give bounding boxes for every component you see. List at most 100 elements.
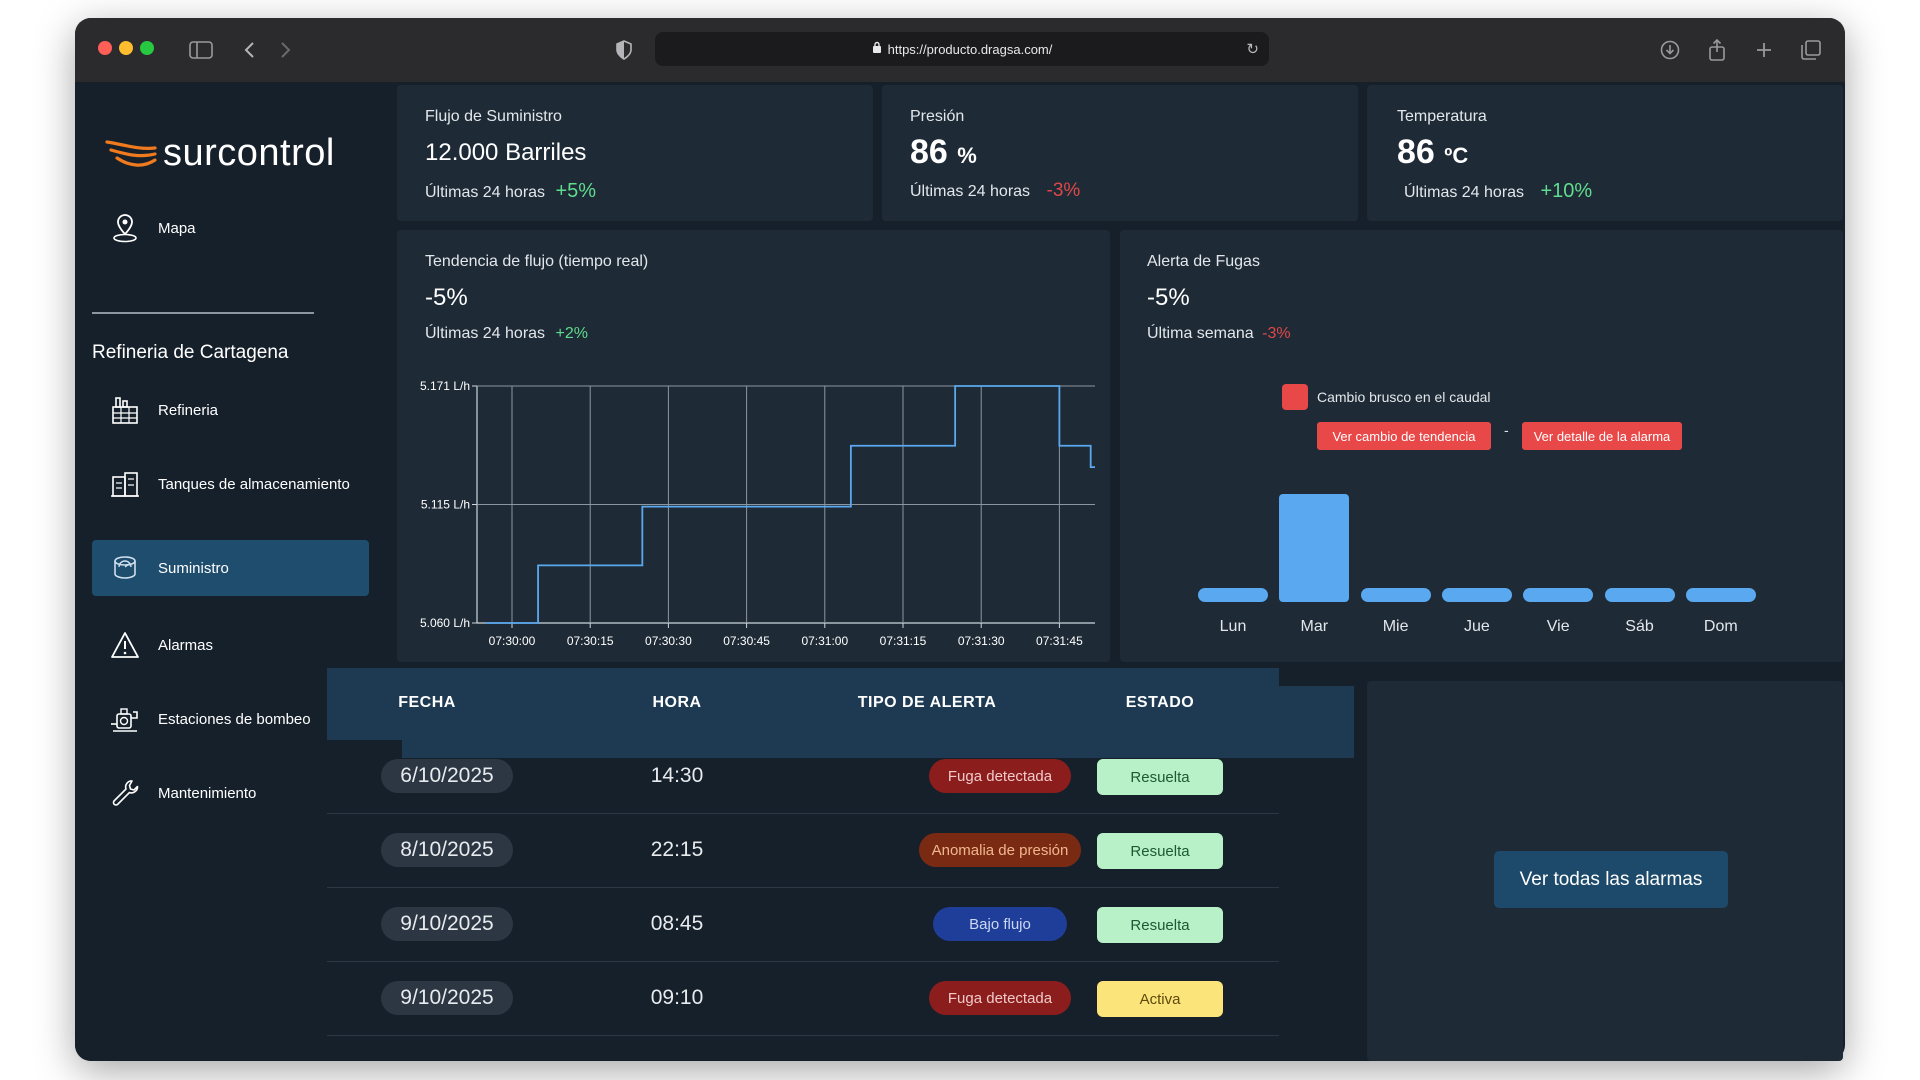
flow-trend-card: Tendencia de flujo (tiempo real) -5% Últ… <box>397 230 1110 662</box>
table-row[interactable]: 6/10/2025 14:30 Fuga detectada Resuelta <box>327 740 1279 814</box>
kpi-unit: ºC <box>1444 143 1469 168</box>
bar-vie[interactable] <box>1523 587 1594 602</box>
sidebar-item-mantenimiento[interactable]: Mantenimiento <box>92 765 369 821</box>
tank-icon <box>108 467 142 501</box>
sidebar-item-suministro[interactable]: Suministro <box>92 540 369 596</box>
kpi-value: 86 <box>910 133 948 171</box>
date-cell: 8/10/2025 <box>381 833 513 867</box>
status-badge: Resuelta <box>1097 833 1223 869</box>
alert-type-badge: Bajo flujo <box>933 907 1067 941</box>
y-tick-label: 5.171 L/h <box>420 379 470 393</box>
view-all-alarms-button[interactable]: Ver todas las alarmas <box>1494 851 1728 908</box>
trend-value: -5% <box>425 284 468 311</box>
alerts-table-header: FECHA HORA TIPO DE ALERTA ESTADO <box>327 668 1279 740</box>
kpi-change: -3% <box>1046 180 1081 201</box>
trend-period-row: Últimas 24 horas +2% <box>425 325 588 343</box>
sidebar-item-label: Suministro <box>158 559 229 577</box>
bar-lun[interactable] <box>1198 587 1268 602</box>
tabs-overview-icon[interactable] <box>1797 36 1825 64</box>
x-tick-label: 07:30:00 <box>489 634 536 648</box>
bar-mie[interactable] <box>1360 587 1431 602</box>
bar-dom[interactable] <box>1685 587 1756 602</box>
alert-type-badge: Fuga detectada <box>929 759 1071 793</box>
trend-change: +2% <box>555 325 588 342</box>
alert-type-badge: Anomalia de presión <box>919 833 1081 867</box>
x-tick-label: 07:31:30 <box>958 634 1005 648</box>
column-header-date: FECHA <box>398 694 456 711</box>
address-bar[interactable]: https://producto.dragsa.com/ ↻ <box>655 32 1269 66</box>
sidebar-item-label: Refineria <box>158 401 219 419</box>
table-row[interactable]: 9/10/2025 09:10 Fuga detectada Activa <box>327 962 1279 1036</box>
leak-period: Última semana <box>1147 325 1254 342</box>
sidebar-item-refineria[interactable]: Refineria <box>92 382 369 438</box>
browser-window: https://producto.dragsa.com/ ↻ surcontro… <box>75 18 1845 1061</box>
sidebar-divider <box>92 312 314 314</box>
bar-sáb[interactable] <box>1604 587 1675 602</box>
close-window-button[interactable] <box>98 41 112 55</box>
pump-icon <box>108 702 142 736</box>
column-header-time: HORA <box>652 694 702 711</box>
x-tick-label: 07:31:45 <box>1036 634 1083 648</box>
url-text: https://producto.dragsa.com/ <box>887 41 1053 57</box>
alert-type-badge: Fuga detectada <box>929 981 1071 1015</box>
legend-label: Cambio brusco en el caudal <box>1317 389 1491 405</box>
sidebar-item-mapa[interactable]: Mapa <box>92 200 369 256</box>
kpi-value-row: 86 % <box>910 133 977 172</box>
shield-icon[interactable] <box>610 36 638 64</box>
share-icon[interactable] <box>1703 36 1731 64</box>
kpi-period-row: Últimas 24 horas -3% <box>910 180 1080 202</box>
kpi-change: +5% <box>555 180 597 202</box>
x-tick-label: 07:30:30 <box>645 634 692 648</box>
bar-mar[interactable] <box>1279 494 1350 602</box>
table-row[interactable]: 8/10/2025 22:15 Anomalia de presión Resuelt… <box>327 814 1279 888</box>
sidebar-item-estaciones[interactable]: Estaciones de bombeo <box>92 691 369 747</box>
bar-label: Sáb <box>1625 618 1654 635</box>
status-badge: Resuelta <box>1097 907 1223 943</box>
sidebar-item-label: Estaciones de bombeo <box>158 710 311 728</box>
kpi-value: 86 <box>1397 133 1435 171</box>
reload-icon[interactable]: ↻ <box>1246 41 1259 58</box>
brand-logo[interactable]: surcontrol <box>105 132 335 175</box>
leak-period-row: Última semana -3% <box>1147 325 1291 343</box>
bar-jue[interactable] <box>1441 587 1512 602</box>
brand-name: surcontrol <box>163 132 335 174</box>
time-cell: 09:10 <box>650 986 704 1009</box>
kpi-label: Flujo de Suministro <box>425 108 562 125</box>
weekly-leak-chart: Lun Mar Mie Jue Vie Sáb Dom <box>1120 230 1843 662</box>
minimize-window-button[interactable] <box>119 41 133 55</box>
y-tick-label: 5.060 L/h <box>420 616 470 630</box>
kpi-card-pressure: Presión 86 % Últimas 24 horas -3% <box>882 85 1358 221</box>
sidebar-item-label: Mantenimiento <box>158 784 257 802</box>
x-tick-label: 07:31:00 <box>801 634 848 648</box>
trend-period: Últimas 24 horas <box>425 325 546 342</box>
sidebar-toggle-icon[interactable] <box>187 36 215 64</box>
forward-icon[interactable] <box>272 36 300 64</box>
leak-alert-card: Alerta de Fugas -5% Última semana -3% Ca… <box>1120 230 1843 662</box>
back-icon[interactable] <box>235 36 263 64</box>
leak-title: Alerta de Fugas <box>1147 253 1260 270</box>
column-header-type: TIPO DE ALERTA <box>857 694 997 711</box>
kpi-value-row: 86 ºC <box>1397 133 1468 172</box>
new-tab-icon[interactable] <box>1750 36 1778 64</box>
time-cell: 08:45 <box>650 912 704 935</box>
kpi-label: Temperatura <box>1397 108 1487 125</box>
flow-trend-chart: 5.060 L/h 5.115 L/h 5.171 L/h 07:30:00 07:30… <box>420 379 1095 648</box>
download-icon[interactable] <box>1656 36 1684 64</box>
sidebar-item-tanques[interactable]: Tanques de almacenamiento <box>92 456 369 512</box>
lock-icon <box>872 41 882 57</box>
sidebar-item-label: Mapa <box>158 219 196 237</box>
x-tick-label: 07:30:15 <box>567 634 614 648</box>
bar-label: Lun <box>1219 618 1247 635</box>
kpi-period-row: Últimas 24 horas +5% <box>425 180 596 203</box>
sidebar-item-alarmas[interactable]: Alarmas <box>92 617 369 673</box>
sidebar-item-label: Alarmas <box>158 636 214 654</box>
bar-label: Jue <box>1463 618 1490 635</box>
maximize-window-button[interactable] <box>140 41 154 55</box>
view-alarm-detail-button[interactable]: Ver detalle de la alarma <box>1522 422 1682 450</box>
table-row[interactable]: 9/10/2025 08:45 Bajo flujo Resuelta <box>327 888 1279 962</box>
leak-change: -3% <box>1262 325 1291 342</box>
refinery-icon <box>108 393 142 427</box>
kpi-period: Últimas 24 horas <box>425 184 546 201</box>
view-trend-change-button[interactable]: Ver cambio de tendencia <box>1317 422 1491 450</box>
surcontrol-logo-icon <box>105 139 157 167</box>
